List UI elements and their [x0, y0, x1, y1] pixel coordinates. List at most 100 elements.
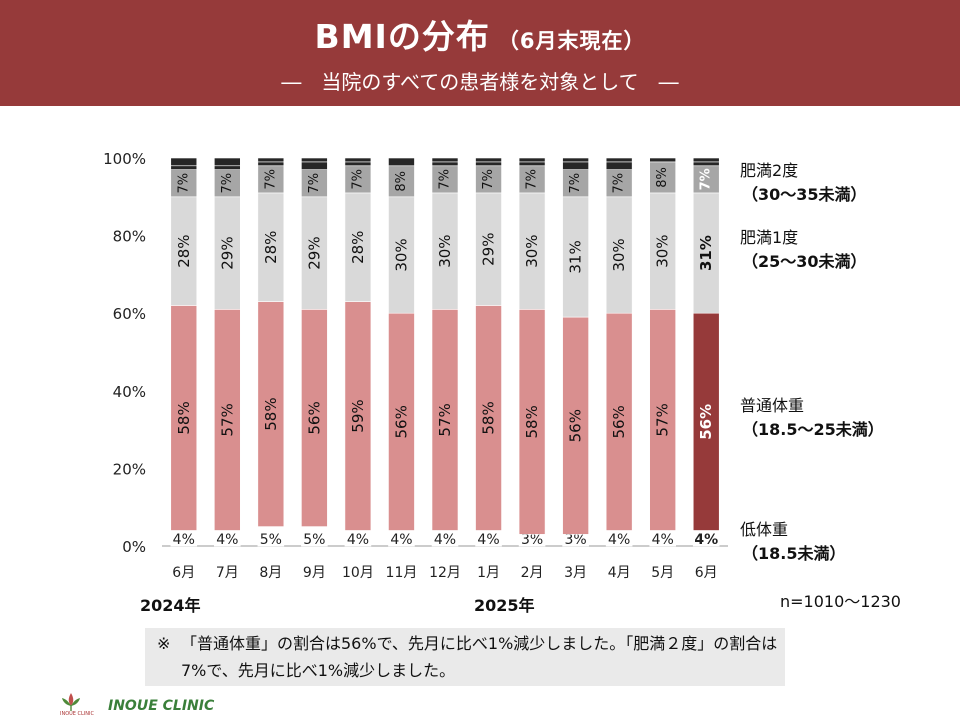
bar-segment-normal [692, 312, 720, 531]
year-label-2025: 2025年 [474, 596, 535, 615]
data-label-normal: 56% [392, 405, 410, 438]
x-category-label: 6月 [172, 565, 195, 581]
x-category-label: 7月 [216, 565, 239, 581]
bar-segment-obese1 [388, 196, 415, 314]
bar-segment-obese2 [562, 169, 589, 198]
bar-segment-obese2 [257, 165, 285, 194]
bar-segment-obese1 [344, 192, 372, 302]
data-label-normal: 57% [436, 403, 454, 436]
data-label-obese1: 28% [349, 231, 367, 264]
bar-segment-obese4 [301, 157, 328, 163]
sample-size: n=1010〜1230 [780, 592, 901, 611]
bar-segment-obese1 [518, 192, 546, 310]
data-label-underweight: 4% [477, 532, 499, 548]
bar-segment-obese2 [344, 165, 372, 194]
legend-underweight-label: 低体重 [740, 520, 789, 539]
bar-segment-obese3 [649, 157, 676, 163]
x-category-label: 8月 [259, 565, 282, 581]
data-label-underweight: 3% [521, 532, 543, 548]
bar-segment-obese3 [431, 161, 459, 167]
data-label-normal: 58% [480, 401, 498, 434]
bar-segment-obese3 [214, 165, 241, 170]
data-label-normal: 58% [175, 401, 193, 434]
bar-segment-obese3 [518, 161, 546, 167]
data-label-obese2: 7% [220, 173, 235, 194]
bar-segment-obese1 [562, 196, 589, 318]
legend-normal-range: （18.5〜25未満） [742, 420, 884, 439]
legend-obese1-range: （25〜30未満） [742, 252, 867, 271]
x-category-label: 6月 [695, 565, 718, 581]
bar-segment-normal [170, 305, 198, 531]
y-tick-label: 20% [113, 460, 146, 478]
bar-segment-obese1 [257, 192, 285, 302]
data-label-normal: 58% [262, 397, 280, 430]
bar-segment-obese2 [605, 169, 633, 198]
bar-segment-obese1 [170, 196, 198, 306]
bar-segment-normal [562, 316, 589, 535]
x-category-label: 2月 [521, 565, 544, 581]
bar-segment-obese3 [301, 161, 328, 170]
data-label-obese1: 28% [175, 234, 193, 267]
data-label-underweight: 4% [347, 532, 369, 548]
bar-segment-obese3 [388, 157, 415, 167]
legend-obese1-label: 肥満1度 [740, 228, 799, 247]
x-category-label: 4月 [608, 565, 631, 581]
bar-segment-obese4 [257, 157, 285, 163]
data-label-underweight: 4% [216, 532, 238, 548]
x-category-label: 10月 [342, 565, 374, 581]
bar-segment-normal [649, 309, 676, 531]
data-label-underweight: 4% [652, 532, 674, 548]
bar-segment-normal [475, 305, 502, 531]
title-note: （6月末現在） [497, 29, 646, 53]
bar-segment-obese1 [475, 192, 502, 306]
legend-obese2-range: （30〜35未満） [742, 185, 867, 204]
bar-segment-obese2 [388, 165, 415, 198]
data-label-obese1: 30% [436, 234, 454, 267]
data-label-underweight: 4% [173, 532, 195, 548]
bar-segment-obese4 [170, 157, 198, 167]
bar-segment-obese4 [518, 157, 546, 163]
bar-segment-normal [388, 312, 415, 531]
data-label-obese1: 28% [262, 231, 280, 264]
data-label-obese2: 7% [307, 173, 322, 194]
legend-underweight: 低体重 （18.5未満） [740, 518, 845, 566]
bar-segment-normal [257, 301, 285, 527]
data-label-underweight: 4% [390, 532, 412, 548]
bar-segment-normal [301, 309, 328, 527]
y-tick-label: 60% [113, 305, 146, 323]
x-category-label: 5月 [651, 565, 674, 581]
bar-segment-obese4 [344, 157, 372, 163]
bar-segment-obese4 [214, 157, 241, 167]
bar-segment-normal [214, 309, 241, 531]
data-label-obese2: 7% [525, 169, 540, 190]
note-text: 「普通体重」の割合は56%で、先月に比べ1%減少しました。「肥満２度」の割合は7… [181, 634, 778, 680]
title-main: BMIの分布 [314, 17, 490, 56]
data-label-obese2: 8% [394, 171, 409, 192]
data-label-normal: 58% [523, 405, 541, 438]
bar-segment-obese2 [170, 169, 198, 198]
legend-obese2-label: 肥満2度 [740, 161, 799, 180]
data-label-underweight: 4% [608, 532, 630, 548]
bar-segment-obese2 [518, 165, 546, 194]
clinic-name: INOUE CLINIC [108, 698, 215, 714]
bar-segment-normal [605, 312, 633, 531]
y-tick-label: 40% [113, 383, 146, 401]
bar-segment-obese2 [431, 165, 459, 194]
data-label-normal: 59% [349, 399, 367, 432]
data-label-obese1: 30% [654, 234, 672, 267]
legend-normal-label: 普通体重 [740, 396, 805, 415]
bar-segment-obese2 [475, 165, 502, 194]
year-label-2024: 2024年 [140, 596, 201, 615]
note-box: ※ 「普通体重」の割合は56%で、先月に比べ1%減少しました。「肥満２度」の割合… [145, 628, 785, 686]
data-label-normal: 57% [218, 403, 236, 436]
data-label-normal: 56% [697, 404, 715, 440]
data-label-obese1: 29% [305, 236, 323, 269]
data-label-obese1: 29% [218, 236, 236, 269]
data-label-normal: 56% [567, 409, 585, 442]
data-label-underweight: 4% [694, 532, 718, 548]
data-label-obese2: 7% [481, 169, 496, 190]
data-label-obese2: 7% [438, 169, 453, 190]
x-category-label: 9月 [303, 565, 326, 581]
logo-caption: INOUE CLINIC [60, 711, 95, 717]
